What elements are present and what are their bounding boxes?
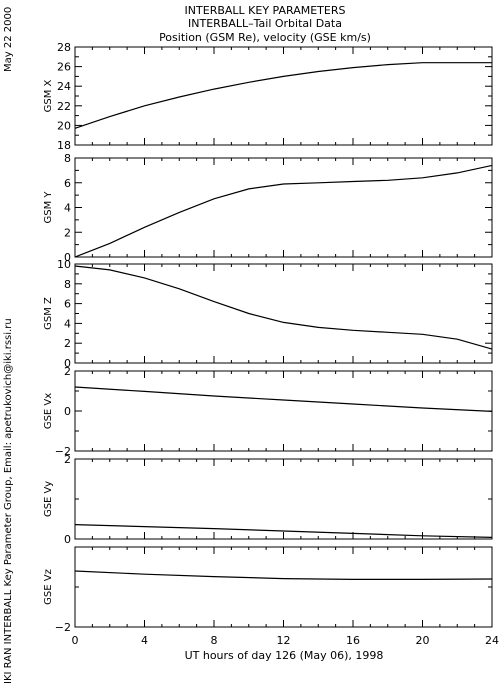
- y-axis-label: GSE Vx: [43, 393, 54, 429]
- panel-frame: [74, 370, 493, 452]
- y-tick-label: 0: [64, 357, 71, 370]
- figure-title: INTERBALL KEY PARAMETERS: [185, 4, 346, 17]
- panel-frame: [74, 46, 493, 146]
- figure-subtitle: INTERBALL–Tail Orbital Data: [188, 17, 342, 30]
- panel-frame: [74, 157, 493, 258]
- y-tick-label: 18: [57, 139, 71, 152]
- y-tick-label: 6: [64, 298, 71, 311]
- series-line: [74, 265, 493, 350]
- y-axis-label: GSM Z: [43, 297, 54, 330]
- series-line: [74, 524, 493, 538]
- y-tick-label: 22: [57, 100, 71, 113]
- y-tick-label: 0: [64, 533, 71, 546]
- y-axis-label: GSM X: [43, 79, 54, 112]
- y-tick-label: 6: [64, 177, 71, 190]
- y-tick-label: 2: [64, 365, 71, 378]
- side-date: May 22 2000: [3, 7, 14, 72]
- y-tick-label: 26: [57, 61, 71, 74]
- y-tick-label: 24: [57, 80, 71, 93]
- series-line: [74, 386, 493, 412]
- y-axis-label: GSM Y: [43, 191, 54, 224]
- y-tick-label: −2: [55, 445, 71, 458]
- panel-frame: [74, 263, 493, 364]
- y-tick-label: 2: [64, 337, 71, 350]
- panel-frame: [74, 546, 493, 628]
- panel-gse-vz: −2 GSE Vz: [43, 546, 493, 634]
- series-line: [74, 62, 492, 129]
- y-tick-label: 4: [64, 202, 71, 215]
- figure-units: Position (GSM Re), velocity (GSE km/s): [159, 31, 371, 44]
- y-tick-label: 2: [64, 226, 71, 239]
- y-tick-label: −2: [55, 621, 71, 634]
- x-tick-label: 8: [211, 634, 218, 647]
- x-tick-label: 16: [346, 634, 360, 647]
- x-tick-label: 20: [416, 634, 430, 647]
- y-tick-label: 0: [64, 251, 71, 264]
- x-tick-label: 12: [277, 634, 291, 647]
- series-line: [74, 164, 493, 258]
- panel-gsm-x: 18 20 22 24 26 28 GSM X: [43, 41, 493, 152]
- series-line: [74, 570, 493, 581]
- y-tick-label: 0: [64, 405, 71, 418]
- y-tick-label: 20: [57, 119, 71, 132]
- x-tick-label: 0: [72, 634, 79, 647]
- panel-gse-vx: −2 0 2 GSE Vx: [43, 365, 493, 458]
- panel-gsm-z: 0 2 4 6 8 10 GSM Z: [43, 258, 493, 370]
- y-tick-label: 10: [57, 258, 71, 271]
- x-axis-label: UT hours of day 126 (May 06), 1998: [185, 649, 384, 662]
- y-axis-label: GSE Vy: [43, 481, 54, 517]
- y-tick-label: 8: [64, 278, 71, 291]
- side-credit: IKI RAN INTERBALL Key Parameter Group, E…: [3, 318, 14, 684]
- y-tick-label: 8: [64, 152, 71, 165]
- panel-gse-vy: 0 2 GSE Vy: [43, 453, 493, 546]
- x-tick-label: 4: [141, 634, 148, 647]
- y-tick-label: 28: [57, 41, 71, 54]
- y-tick-label: 2: [64, 453, 71, 466]
- panel-gsm-y: 0 2 4 6 8 GSM Y: [43, 152, 493, 264]
- y-axis-label: GSE Vz: [43, 569, 54, 605]
- y-tick-label: 4: [64, 317, 71, 330]
- x-tick-label: 24: [485, 634, 499, 647]
